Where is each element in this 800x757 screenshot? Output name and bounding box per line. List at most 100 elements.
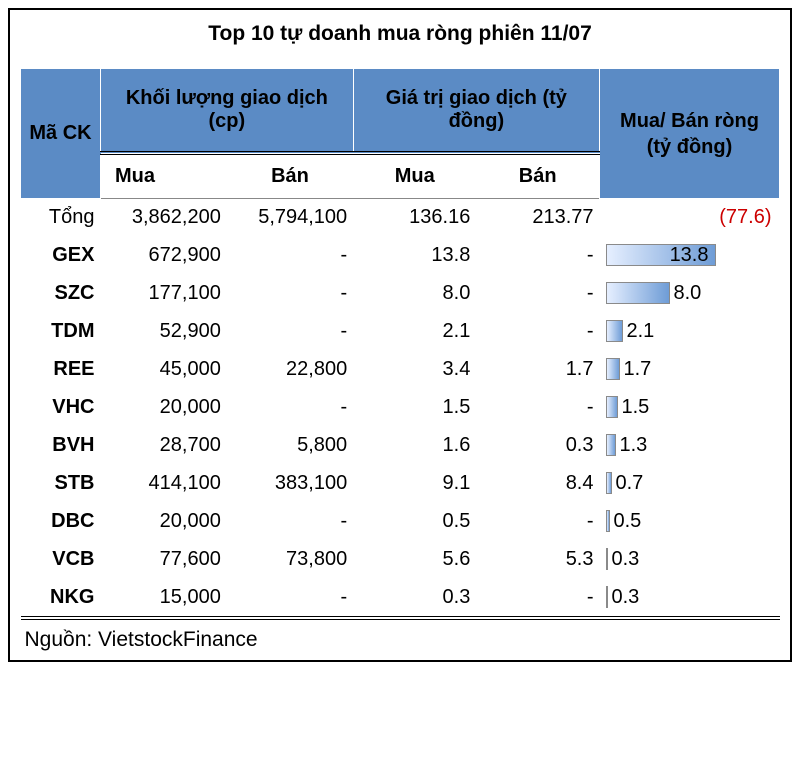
net-bar xyxy=(606,510,610,532)
cell-val-sell: 5.3 xyxy=(476,540,599,578)
cell-val-buy: 3.4 xyxy=(353,350,476,388)
cell-vol-buy: 45,000 xyxy=(101,350,227,388)
cell-val-sell: 1.7 xyxy=(476,350,599,388)
cell-vol-sell: 5,800 xyxy=(227,426,353,464)
table-row: NKG15,000-0.3-0.3 xyxy=(21,578,780,618)
net-value: 13.8 xyxy=(670,244,709,267)
table-row: DBC20,000-0.5-0.5 xyxy=(21,502,780,540)
cell-val-buy: 0.3 xyxy=(353,578,476,618)
cell-total-vol-sell: 5,794,100 xyxy=(227,199,353,237)
report-title: Top 10 tự doanh mua ròng phiên 11/07 xyxy=(20,22,780,46)
cell-val-sell: - xyxy=(476,274,599,312)
bar-wrap: 0.3 xyxy=(606,547,772,571)
cell-code: REE xyxy=(21,350,101,388)
report-card: Top 10 tự doanh mua ròng phiên 11/07 Mã … xyxy=(8,8,792,662)
table-row: GEX672,900-13.8-13.8 xyxy=(21,236,780,274)
cell-vol-buy: 20,000 xyxy=(101,502,227,540)
net-bar xyxy=(606,472,612,494)
cell-val-buy: 1.6 xyxy=(353,426,476,464)
net-bar xyxy=(606,548,608,570)
cell-val-buy: 0.5 xyxy=(353,502,476,540)
cell-code: BVH xyxy=(21,426,101,464)
cell-vol-sell: 383,100 xyxy=(227,464,353,502)
bar-wrap: 13.8 xyxy=(606,243,772,267)
table-row: VCB77,60073,8005.65.30.3 xyxy=(21,540,780,578)
cell-vol-sell: - xyxy=(227,388,353,426)
bar-wrap: 8.0 xyxy=(606,281,772,305)
net-value: 0.3 xyxy=(612,586,640,609)
cell-net: 2.1 xyxy=(600,312,780,350)
cell-net: 1.5 xyxy=(600,388,780,426)
cell-val-buy: 13.8 xyxy=(353,236,476,274)
net-value: 1.3 xyxy=(620,434,648,457)
cell-val-buy: 5.6 xyxy=(353,540,476,578)
cell-net: 1.3 xyxy=(600,426,780,464)
cell-val-sell: - xyxy=(476,502,599,540)
table-row: STB414,100383,1009.18.40.7 xyxy=(21,464,780,502)
cell-val-buy: 9.1 xyxy=(353,464,476,502)
cell-val-sell: - xyxy=(476,578,599,618)
cell-vol-buy: 177,100 xyxy=(101,274,227,312)
cell-val-buy: 8.0 xyxy=(353,274,476,312)
bar-wrap: 1.7 xyxy=(606,357,772,381)
bar-wrap: 2.1 xyxy=(606,319,772,343)
cell-vol-sell: - xyxy=(227,578,353,618)
cell-code: DBC xyxy=(21,502,101,540)
subcol-val-buy: Mua xyxy=(353,153,476,199)
net-bar xyxy=(606,396,618,418)
cell-net: 1.7 xyxy=(600,350,780,388)
cell-net: 8.0 xyxy=(600,274,780,312)
col-header-net: Mua/ Bán ròng (tỷ đồng) xyxy=(600,69,780,199)
table-row: REE45,00022,8003.41.71.7 xyxy=(21,350,780,388)
cell-vol-buy: 28,700 xyxy=(101,426,227,464)
table-body: Tổng3,862,2005,794,100136.16213.77(77.6)… xyxy=(21,199,780,655)
bar-wrap: 0.5 xyxy=(606,509,772,533)
cell-vol-buy: 52,900 xyxy=(101,312,227,350)
cell-vol-buy: 672,900 xyxy=(101,236,227,274)
total-row: Tổng3,862,2005,794,100136.16213.77(77.6) xyxy=(21,199,780,237)
cell-vol-buy: 77,600 xyxy=(101,540,227,578)
cell-net: 0.7 xyxy=(600,464,780,502)
cell-vol-sell: - xyxy=(227,274,353,312)
cell-val-sell: - xyxy=(476,236,599,274)
cell-net: 0.3 xyxy=(600,578,780,618)
col-header-value: Giá trị giao dịch (tỷ đồng) xyxy=(353,69,599,154)
cell-vol-buy: 414,100 xyxy=(101,464,227,502)
cell-val-buy: 2.1 xyxy=(353,312,476,350)
cell-total-net: (77.6) xyxy=(600,199,780,237)
cell-net: 0.3 xyxy=(600,540,780,578)
header-row-1: Mã CK Khối lượng giao dịch (cp) Giá trị … xyxy=(21,69,780,154)
net-bar xyxy=(606,320,623,342)
subcol-val-sell: Bán xyxy=(476,153,599,199)
net-value: 0.3 xyxy=(612,548,640,571)
source-row: Nguồn: VietstockFinance xyxy=(21,618,780,654)
cell-total-vol-buy: 3,862,200 xyxy=(101,199,227,237)
cell-vol-sell: - xyxy=(227,236,353,274)
cell-total-label: Tổng xyxy=(21,199,101,237)
cell-val-buy: 1.5 xyxy=(353,388,476,426)
cell-val-sell: 0.3 xyxy=(476,426,599,464)
bar-wrap: 0.7 xyxy=(606,471,772,495)
net-value: 0.7 xyxy=(616,472,644,495)
table-row: TDM52,900-2.1-2.1 xyxy=(21,312,780,350)
cell-vol-sell: 22,800 xyxy=(227,350,353,388)
cell-net: 13.8 xyxy=(600,236,780,274)
net-bar xyxy=(606,282,670,304)
table-row: VHC20,000-1.5-1.5 xyxy=(21,388,780,426)
cell-code: TDM xyxy=(21,312,101,350)
cell-net: 0.5 xyxy=(600,502,780,540)
net-value: 1.5 xyxy=(622,396,650,419)
net-value: 0.5 xyxy=(614,510,642,533)
bar-wrap: 1.5 xyxy=(606,395,772,419)
table-row: SZC177,100-8.0-8.0 xyxy=(21,274,780,312)
cell-total-val-buy: 136.16 xyxy=(353,199,476,237)
net-bar xyxy=(606,586,608,608)
bar-wrap: 0.3 xyxy=(606,585,772,609)
cell-total-val-sell: 213.77 xyxy=(476,199,599,237)
cell-val-sell: - xyxy=(476,312,599,350)
cell-val-sell: 8.4 xyxy=(476,464,599,502)
cell-code: SZC xyxy=(21,274,101,312)
net-value: 1.7 xyxy=(624,358,652,381)
subcol-vol-buy: Mua xyxy=(101,153,227,199)
net-bar: 13.8 xyxy=(606,244,716,266)
